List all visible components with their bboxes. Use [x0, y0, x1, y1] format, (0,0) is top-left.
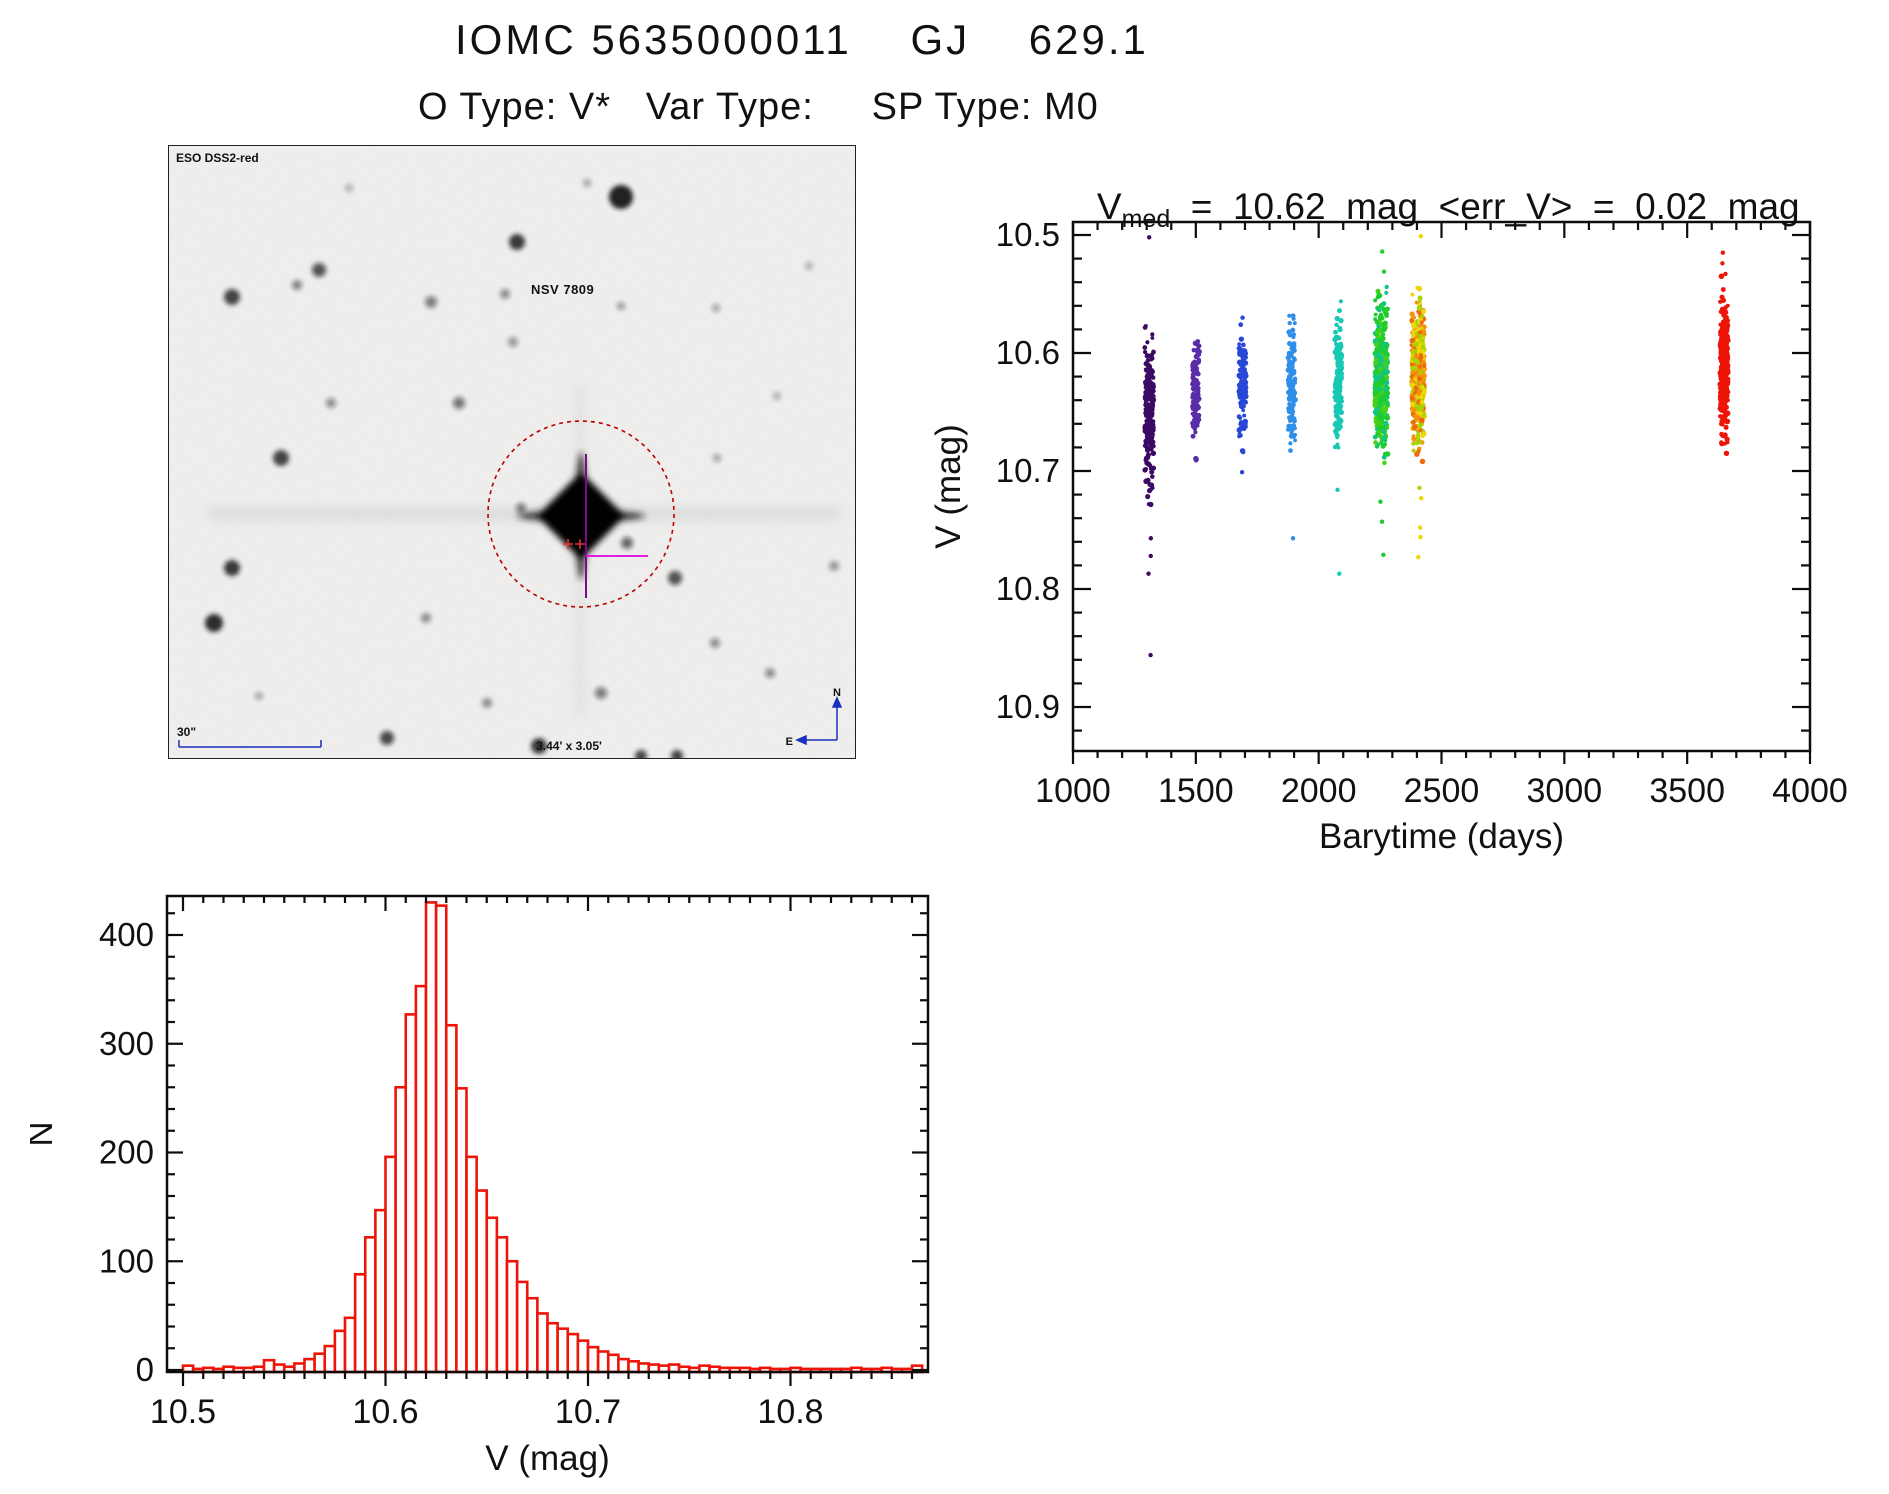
- compass-east-label: E: [786, 736, 793, 748]
- svg-text:V (mag): V (mag): [485, 1439, 609, 1478]
- survey-label: ESO DSS2-red: [176, 151, 259, 165]
- aperture-circle: [487, 420, 675, 608]
- svg-text:10.6: 10.6: [996, 334, 1060, 371]
- svg-text:10.8: 10.8: [757, 1393, 823, 1431]
- svg-text:4000: 4000: [1772, 772, 1848, 810]
- svg-text:1500: 1500: [1158, 772, 1234, 810]
- svg-text:10.7: 10.7: [996, 452, 1060, 489]
- page-subtitle: O Type: V* Var Type: SP Type: M0: [418, 86, 1099, 128]
- vmed-values: = 10.62 mag <err_V> = 0.02 mag: [1170, 186, 1800, 227]
- lightcurve-scatter-plot: 10.5 10.6 10.7 10.8 10.9 1000 1500 2000 2500 3000…: [929, 216, 1848, 856]
- svg-text:10.9: 10.9: [996, 688, 1060, 725]
- svg-text:10.8: 10.8: [996, 570, 1060, 607]
- svg-text:200: 200: [99, 1134, 154, 1171]
- vmed-symbol: V: [1096, 186, 1122, 227]
- scale-bar: [178, 740, 322, 748]
- fov-label: 3.44' x 3.05': [536, 739, 602, 753]
- svg-text:Barytime (days): Barytime (days): [1319, 817, 1564, 856]
- svg-text:100: 100: [99, 1242, 154, 1279]
- crosshair: [563, 454, 648, 598]
- svg-text:1000: 1000: [1035, 772, 1111, 810]
- field-stars: [205, 179, 839, 762]
- svg-text:2000: 2000: [1281, 772, 1357, 810]
- scale-label: 30": [177, 725, 196, 739]
- compass: [795, 696, 843, 746]
- sky-image: NSV 7809 ESO DSS2-red 30" 3.44' x 3.05' …: [169, 146, 855, 762]
- target-star: [517, 452, 645, 580]
- svg-text:300: 300: [99, 1025, 154, 1062]
- svg-text:10.7: 10.7: [555, 1393, 621, 1431]
- svg-text:V (mag): V (mag): [929, 424, 968, 548]
- target-name-label: NSV 7809: [531, 282, 594, 297]
- svg-text:3500: 3500: [1649, 772, 1725, 810]
- svg-text:10.5: 10.5: [996, 216, 1060, 253]
- finding-chart: NSV 7809 ESO DSS2-red 30" 3.44' x 3.05' …: [168, 145, 856, 762]
- svg-text:2500: 2500: [1404, 772, 1480, 810]
- svg-text:10.6: 10.6: [352, 1393, 418, 1431]
- compass-north-label: N: [833, 687, 841, 699]
- svg-text:0: 0: [136, 1351, 154, 1388]
- magnitude-histogram-plot: 0 100 200 300 400 10.5 10.6 10.7 10.8 V (mag) N: [30, 894, 930, 1478]
- page-title: IOMC 5635000011 GJ 629.1: [455, 16, 1149, 63]
- svg-text:400: 400: [99, 916, 154, 953]
- svg-text:3000: 3000: [1527, 772, 1603, 810]
- scatter-header: Vmed = 10.62 mag <err_V> = 0.02 mag: [1043, 144, 1833, 234]
- svg-text:10.5: 10.5: [150, 1393, 216, 1431]
- svg-text:N: N: [30, 1121, 60, 1146]
